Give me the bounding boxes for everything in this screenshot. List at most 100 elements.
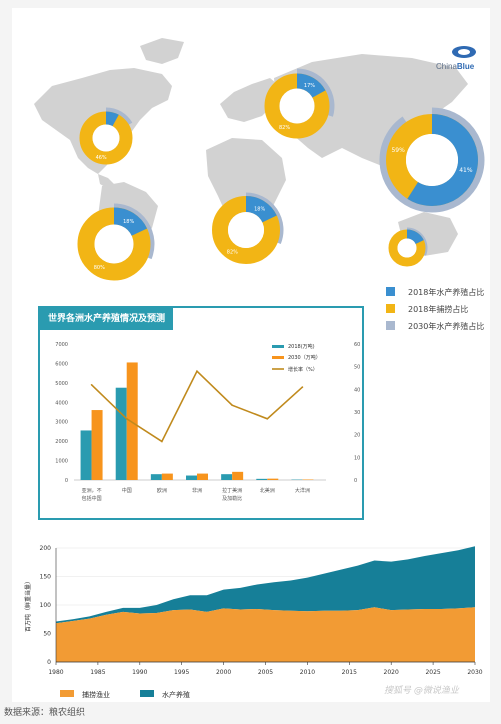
- left-axis-tick: 0: [65, 478, 68, 484]
- x-axis-tick: 1985: [90, 669, 105, 676]
- donut-hole: [406, 134, 458, 186]
- left-axis-tick: 1000: [55, 459, 68, 465]
- right-axis-tick: 10: [354, 455, 360, 461]
- category-label: 北美洲: [260, 487, 275, 494]
- bar-chart-title: 世界各洲水产养殖情况及预测: [40, 308, 174, 330]
- donut-hole: [94, 224, 134, 264]
- bar-2030: [126, 362, 138, 480]
- growth-rate-point: [125, 418, 128, 420]
- donut-label-aquaculture: 18%: [123, 219, 134, 225]
- y-axis-tick: 50: [43, 631, 51, 638]
- category-label: 大洋洲: [295, 487, 310, 494]
- category-label: 中国: [122, 487, 132, 494]
- donut-hole: [228, 212, 264, 248]
- donut-label-capture: 59%: [391, 147, 405, 154]
- aquaculture-area: [56, 546, 475, 624]
- donut-oceania: [388, 227, 428, 267]
- bar-2030: [232, 471, 244, 480]
- world-map: 46% 17% 82% 41% 59% 18% 80% 18% 82%: [34, 38, 485, 281]
- legend-label-2018: 2018(万吨): [288, 343, 315, 350]
- growth-rate-point: [231, 404, 233, 406]
- growth-rate-point: [161, 440, 163, 443]
- growth-rate-point: [301, 386, 304, 388]
- legend-swatch-2030: [272, 356, 284, 359]
- donut-hole: [92, 124, 120, 152]
- x-axis-tick: 2025: [425, 669, 440, 676]
- donut-label-aquaculture: 17%: [304, 83, 315, 89]
- category-label: 亚洲，不: [82, 488, 102, 494]
- source-note: 数据来源：粮农组织: [4, 708, 86, 718]
- right-axis-tick: 30: [354, 410, 360, 416]
- legend-label-2030: 2030（万吨）: [288, 354, 321, 361]
- greenland-shape: [140, 38, 184, 64]
- donut-europe: 17% 82%: [264, 68, 335, 139]
- map-legend-item-aquaculture-2030: 2030年水产养殖占比: [386, 321, 484, 332]
- category-label: 欧洲: [157, 487, 167, 494]
- right-axis-tick: 60: [354, 342, 360, 348]
- bar-2018: [115, 387, 127, 480]
- donut-aquaculture-arc: [113, 207, 148, 237]
- logo-text: ChinaBlue: [436, 62, 475, 71]
- donut-hole: [397, 238, 417, 258]
- left-axis-tick: 6000: [55, 361, 68, 367]
- logo: [452, 46, 476, 58]
- growth-rate-point: [196, 370, 198, 372]
- bar-2030: [91, 410, 103, 480]
- y-axis-tick: 100: [40, 602, 52, 609]
- x-axis-tick: 1995: [174, 669, 189, 676]
- bar-chart-legend: 2018(万吨) 2030（万吨） 增长率（%）: [272, 343, 321, 373]
- donut-aquaculture-arc: [245, 196, 277, 223]
- bar-2030: [197, 473, 208, 480]
- growth-rate-point: [90, 384, 93, 386]
- y-axis-label: 百万吨（鲜重当量）: [24, 578, 32, 632]
- watermark: 搜狐号 @微说渔业: [384, 686, 459, 696]
- bar-2018: [150, 474, 162, 480]
- x-axis-tick: 1980: [48, 669, 63, 676]
- capture-area: [56, 607, 475, 662]
- right-axis-tick: 20: [354, 433, 360, 439]
- area-chart: 0 50 100 150 200 1980 1985 1990 1995 2000 2005 2010…: [24, 545, 483, 699]
- bar-2030: [267, 478, 279, 480]
- donut-label-aquaculture: 41%: [459, 167, 473, 174]
- map-legend-item-aquaculture-2018: 2018年水产养殖占比: [386, 287, 484, 298]
- left-axis-tick: 5000: [55, 381, 68, 387]
- infographic-card: 46% 17% 82% 41% 59% 18% 80% 18% 82% ChinaBlue 20…: [12, 8, 490, 702]
- x-axis-tick: 2000: [216, 669, 231, 676]
- x-axis-tick: 2015: [342, 669, 357, 676]
- legend-label-growth: 增长率（%）: [288, 366, 318, 373]
- legend-label-capture: 捕捞渔业: [82, 690, 110, 699]
- x-axis-tick: 2010: [300, 669, 315, 676]
- y-axis-tick: 200: [40, 545, 52, 552]
- donut-aquaculture-arc: [296, 73, 326, 99]
- donut-north-america: 46%: [79, 107, 133, 165]
- donut-2030-arc: [296, 68, 335, 117]
- donut-label-capture: 82%: [227, 250, 238, 256]
- legend-swatch: [386, 321, 395, 330]
- donut-label-aquaculture: 18%: [254, 206, 265, 212]
- left-axis-tick: 2000: [55, 439, 68, 445]
- donut-label-capture: 46%: [96, 155, 107, 161]
- x-axis-tick: 2005: [258, 669, 273, 676]
- legend-swatch-capture: [60, 690, 74, 697]
- y-axis-tick: 0: [47, 659, 51, 666]
- bar-2018: [221, 474, 233, 480]
- y-axis-tick: 150: [40, 574, 52, 581]
- x-axis-tick: 2030: [467, 669, 482, 676]
- donut-africa: 18% 82%: [212, 192, 284, 264]
- bar-chart-panel: 世界各洲水产养殖情况及预测 0 1000 2000 3000 4000 5000 6000 7…: [38, 306, 364, 520]
- x-axis-tick: 2020: [384, 669, 399, 676]
- region-donuts: 46% 17% 82% 41% 59% 18% 80% 18% 82%: [77, 68, 485, 281]
- donut-label-capture: 80%: [94, 265, 105, 271]
- legend-swatch-2018: [272, 345, 284, 348]
- bar-2018: [186, 475, 197, 480]
- bar-2030: [161, 473, 173, 480]
- legend-swatch: [386, 304, 395, 313]
- category-label: 非洲: [192, 487, 202, 494]
- right-axis-tick: 0: [354, 478, 357, 484]
- bar-line-chart: 0 1000 2000 3000 4000 5000 6000 7000 0 10 20 30 40 50…: [55, 342, 360, 502]
- donut-aquaculture-arc: [105, 111, 119, 127]
- legend-label-aquaculture: 水产养殖: [162, 690, 190, 699]
- donut-asia: 41% 59%: [379, 107, 485, 213]
- map-legend-item-capture-2018: 2018年捕捞占比: [386, 304, 468, 315]
- right-axis-tick: 50: [354, 365, 360, 371]
